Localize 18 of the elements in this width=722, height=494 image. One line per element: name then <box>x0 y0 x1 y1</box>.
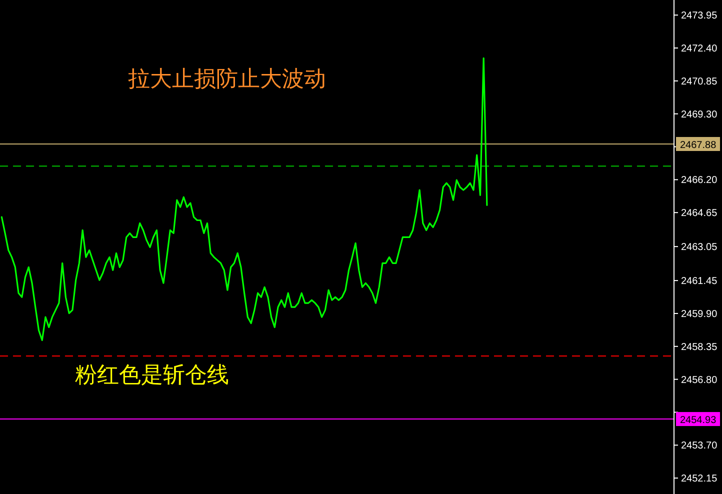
y-tick-label: 2466.20 <box>681 175 718 186</box>
annotation: 拉大止损防止大波动 <box>128 67 326 92</box>
y-tick-label: 2459.90 <box>681 308 718 320</box>
y-tick-label: 2469.30 <box>681 109 718 120</box>
y-tick-label: 2458.35 <box>681 342 718 353</box>
ref-line-label: 2467.88 <box>680 140 717 151</box>
y-tick-label: 2456.80 <box>681 374 718 386</box>
y-tick-label: 2472.40 <box>681 44 718 54</box>
y-tick-label: 2461.45 <box>681 276 718 288</box>
y-tick-label: 2473.95 <box>681 10 718 22</box>
y-tick-label: 2470.85 <box>681 76 718 88</box>
y-tick-label: 2463.05 <box>681 242 718 254</box>
ref-line-label: 2454.93 <box>680 415 717 426</box>
y-tick-label: 2452.15 <box>681 474 718 485</box>
y-tick-label: 2464.65 <box>681 208 718 220</box>
y-tick-label: 2453.70 <box>681 440 718 452</box>
annotation: 粉红色是斩仓线 <box>75 363 229 388</box>
line-series <box>0 57 488 342</box>
